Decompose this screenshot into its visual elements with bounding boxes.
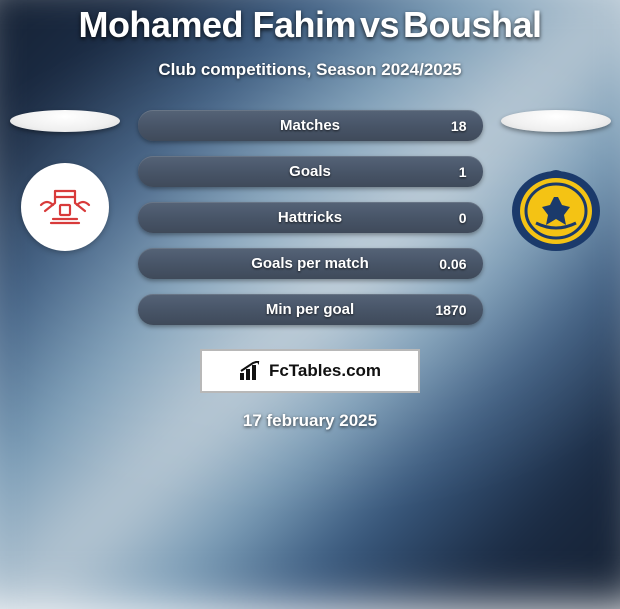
title-vs: vs: [360, 4, 399, 45]
stat-label: Min per goal: [266, 301, 354, 318]
stat-label: Goals: [289, 163, 331, 180]
content-wrapper: Mohamed FahimvsBoushal Club competitions…: [0, 0, 620, 580]
right-crest-wrap: [506, 162, 606, 252]
player-right-name: Boushal: [403, 4, 542, 45]
stat-row: Goals per match 0.06: [138, 248, 483, 279]
date-text: 17 february 2025: [0, 411, 620, 431]
right-player-placeholder: [501, 110, 611, 132]
stat-value-right: 0.06: [439, 256, 466, 272]
stat-row: Hattricks 0: [138, 202, 483, 233]
brand-text: FcTables.com: [269, 361, 381, 381]
left-club-crest: [21, 163, 109, 251]
stat-value-right: 1: [459, 164, 467, 180]
stat-row: Goals 1: [138, 156, 483, 187]
stats-column: Matches 18 Goals 1 Hattricks 0 Goals per…: [138, 110, 483, 325]
stat-row: Matches 18: [138, 110, 483, 141]
left-side: [10, 110, 120, 252]
stat-label: Matches: [280, 117, 340, 134]
brand-box: FcTables.com: [200, 349, 420, 393]
page-title: Mohamed FahimvsBoushal: [0, 4, 620, 46]
al-nassr-crest-icon: [506, 157, 606, 257]
bar-chart-icon: [239, 361, 263, 381]
stat-value-right: 0: [459, 210, 467, 226]
left-player-placeholder: [10, 110, 120, 132]
mid-row: Matches 18 Goals 1 Hattricks 0 Goals per…: [0, 110, 620, 325]
right-side: [501, 110, 611, 252]
stat-label: Hattricks: [278, 209, 342, 226]
player-left-name: Mohamed Fahim: [78, 4, 356, 45]
stat-value-right: 1870: [435, 302, 466, 318]
stat-label: Goals per match: [251, 255, 369, 272]
stat-value-right: 18: [451, 118, 467, 134]
subtitle: Club competitions, Season 2024/2025: [0, 60, 620, 80]
stat-row: Min per goal 1870: [138, 294, 483, 325]
trophy-crest-icon: [33, 175, 97, 239]
left-crest-wrap: [15, 162, 115, 252]
